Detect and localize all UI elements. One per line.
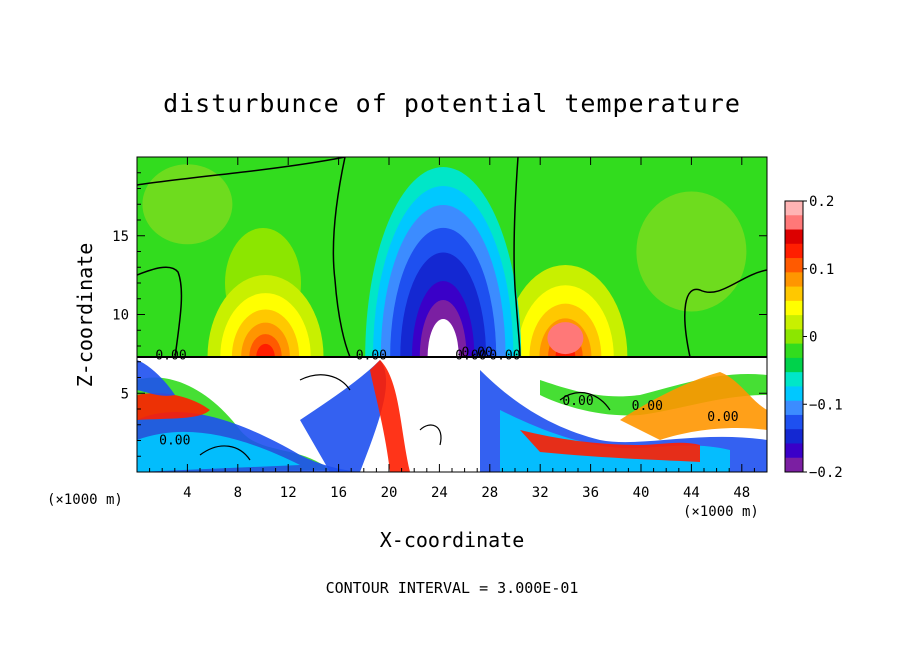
turbulent-band	[300, 360, 387, 472]
colorbar-swatch	[785, 429, 803, 444]
x-tick-label: 16	[330, 485, 347, 501]
lower-contour	[559, 391, 611, 411]
colorbar-swatch	[785, 315, 803, 330]
turbulent-band	[137, 360, 175, 396]
contour-label: 0.00	[356, 348, 387, 363]
colorbar-swatch	[785, 258, 803, 273]
y-tick-label: 10	[112, 308, 129, 324]
colorbar-swatch	[785, 201, 803, 216]
colorbar-swatch	[785, 229, 803, 245]
colorbar-swatch	[785, 414, 803, 430]
zero-contour	[513, 157, 521, 358]
lower-contour	[419, 424, 442, 446]
x-unit-left: (×1000 m)	[47, 492, 123, 508]
turbulent-band	[137, 431, 300, 472]
colorbar-swatch	[785, 329, 803, 345]
upper-patch	[142, 164, 233, 245]
field-layer	[137, 157, 767, 472]
colorbar-swatch	[785, 357, 803, 373]
turbulent-band	[620, 372, 767, 440]
contour-label: 0.00	[455, 348, 486, 363]
zero-contour	[684, 269, 767, 358]
contour-label: 0.00	[462, 345, 493, 360]
turbulent-band	[137, 393, 210, 420]
x-tick-label: 28	[481, 485, 498, 501]
colorbar-tick-label: 0.1	[809, 262, 834, 278]
colorbar-swatch	[785, 286, 803, 302]
zero-contour	[137, 266, 183, 358]
contour-interval-note: CONTOUR INTERVAL = 3.000E-01	[326, 579, 579, 597]
colorbar-swatch	[785, 300, 803, 316]
contour-label: 0.00	[707, 410, 738, 425]
y-axis-label: Z-coordinate	[73, 243, 97, 388]
y-tick-label: 5	[121, 386, 129, 402]
contour-label: 0.00	[155, 348, 186, 363]
x-tick-label: 12	[280, 485, 297, 501]
x-tick-label: 36	[582, 485, 599, 501]
x-tick-label: 24	[431, 485, 448, 501]
colorbar-tick-label: −0.1	[809, 397, 843, 413]
x-tick-label: 48	[733, 485, 750, 501]
colorbar-swatch	[785, 272, 803, 288]
x-tick-label: 4	[183, 485, 191, 501]
x-tick-label: 32	[532, 485, 549, 501]
x-unit-right: (×1000 m)	[683, 504, 759, 520]
contour-label: 0.00	[632, 399, 663, 414]
contour-label: 0.00	[562, 394, 593, 409]
colorbar-tick-label: 0.2	[809, 194, 834, 210]
x-tick-label: 8	[234, 485, 242, 501]
lower-contour	[299, 374, 351, 391]
colorbar-swatch	[785, 386, 803, 402]
colorbar-tick-label: 0	[809, 330, 817, 346]
contour-label: 0.00	[159, 434, 190, 449]
x-axis-label: X-coordinate	[380, 528, 525, 552]
colorbar-swatch	[785, 457, 803, 473]
turbulent-band	[520, 430, 700, 462]
warm-anomaly-core	[547, 322, 584, 355]
zero-contour	[137, 157, 346, 186]
x-tick-label: 20	[381, 485, 398, 501]
colorbar-tick-label: −0.2	[809, 465, 843, 481]
turbulent-band	[370, 360, 410, 472]
contour-label: 0.00	[489, 348, 520, 363]
colorbar	[784, 200, 807, 473]
colorbar-swatch	[785, 372, 803, 387]
chart-title: disturbunce of potential temperature	[163, 89, 741, 118]
colorbar-swatch	[785, 215, 803, 231]
colorbar-swatch	[785, 443, 803, 459]
upper-patch	[636, 191, 747, 312]
colorbar-swatch	[785, 243, 803, 259]
lower-layer	[137, 357, 767, 472]
colorbar-swatch	[785, 400, 803, 416]
y-tick-label: 15	[112, 229, 129, 245]
colorbar-swatch	[785, 343, 803, 359]
x-tick-label: 40	[633, 485, 650, 501]
x-tick-label: 44	[683, 485, 700, 501]
zero-contour	[332, 157, 351, 358]
lower-contour	[199, 445, 251, 461]
